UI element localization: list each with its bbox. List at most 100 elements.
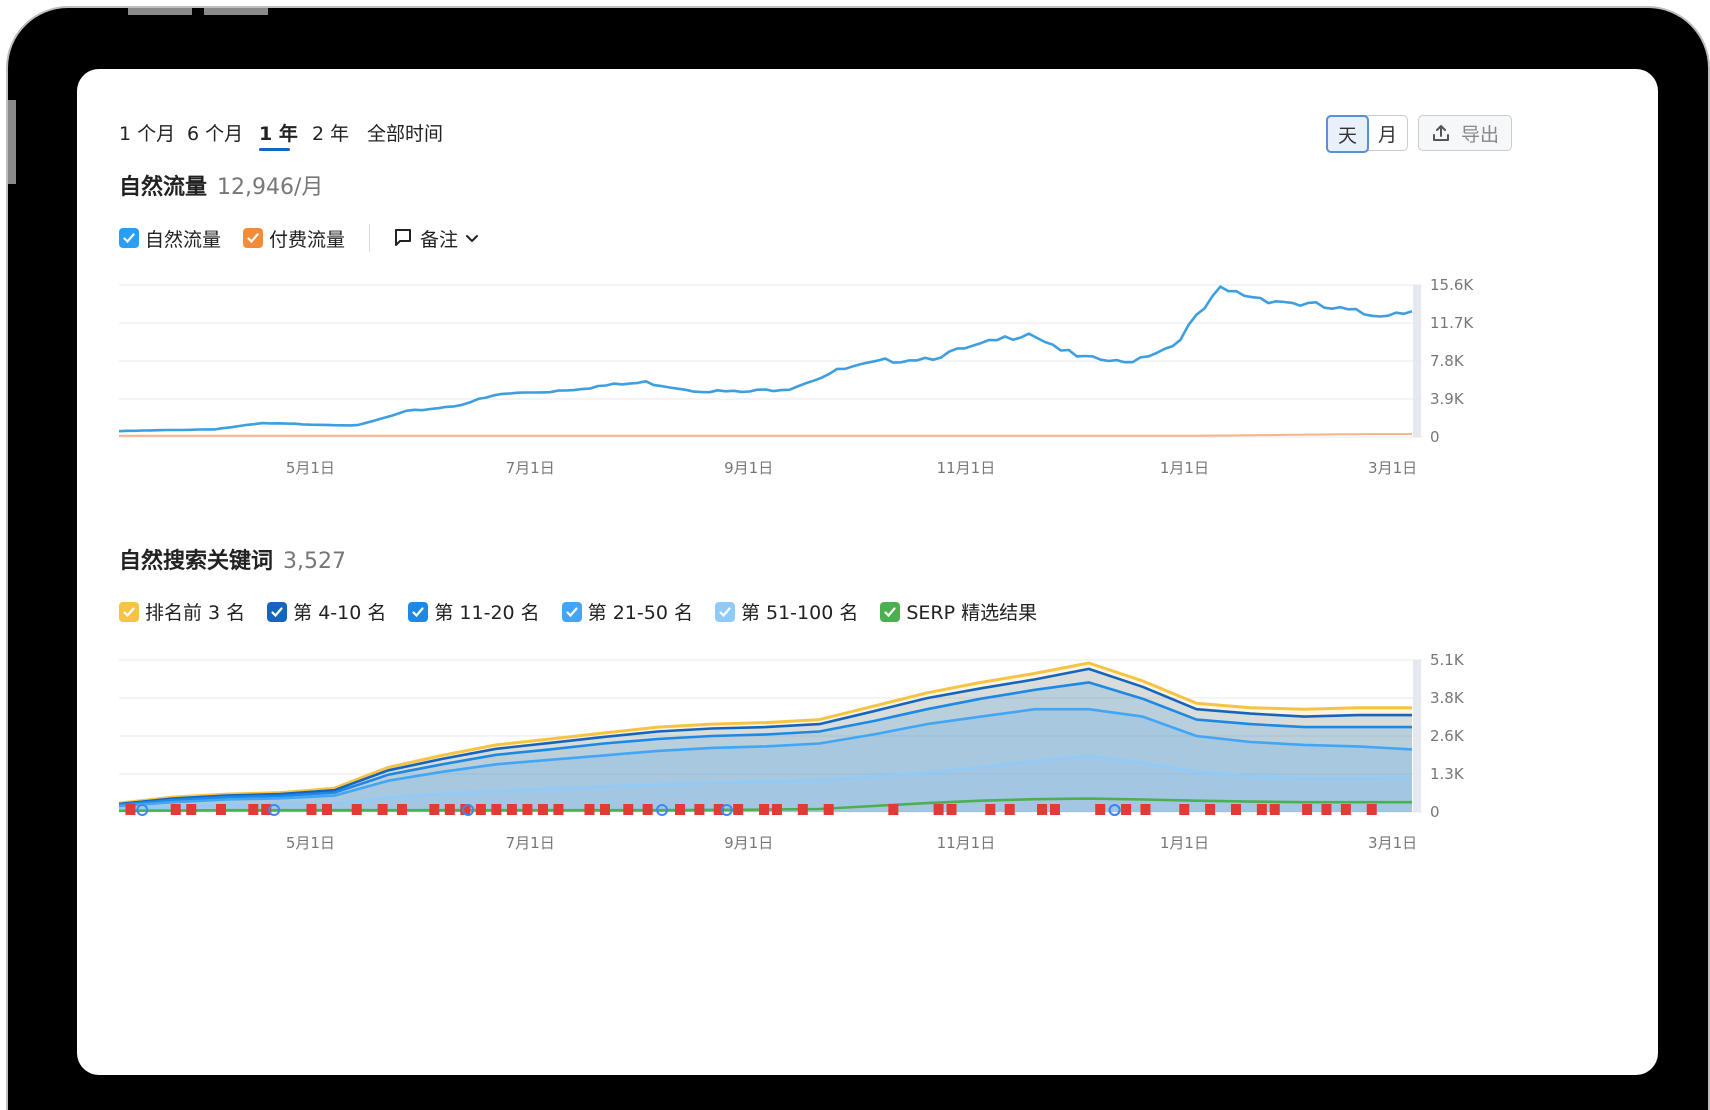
event-flag-icon[interactable] — [733, 804, 744, 815]
keywords-chart: 0 1.3K 2.6K 3.8K 5.1K 5月1日 7月1日 9月1日 11月1日 1月1日 3月… — [118, 651, 1465, 852]
series-area — [119, 709, 1412, 812]
month-button[interactable]: 月 — [1377, 123, 1397, 146]
legend-divider — [369, 224, 371, 252]
series-line — [118, 667, 1412, 806]
series-area — [119, 663, 1412, 812]
event-flag-icon[interactable] — [933, 804, 944, 815]
event-flag-icon[interactable] — [1121, 804, 1132, 815]
tab-1-year[interactable]: 1 年 — [259, 123, 298, 145]
event-flag-icon[interactable] — [797, 804, 808, 815]
google-update-icon[interactable] — [1108, 804, 1121, 816]
x-tick-label: 5月1日 — [286, 834, 335, 852]
checkbox-checked-icon[interactable] — [243, 228, 264, 248]
event-flag-icon[interactable] — [1256, 804, 1267, 815]
event-flag-icon[interactable] — [694, 804, 705, 815]
checkbox-checked-icon[interactable] — [880, 601, 901, 622]
event-flag-icon[interactable] — [396, 804, 407, 815]
traffic-chart: 0 3.9K 7.8K 11.7K 15.6K 5月1日 7月1日 9月1日 11月1日 1月1日… — [118, 276, 1474, 477]
event-flag-icon[interactable] — [1140, 804, 1151, 815]
event-flag-icon[interactable] — [623, 804, 634, 815]
event-flag-icon[interactable] — [642, 804, 653, 815]
event-flag-icon[interactable] — [460, 804, 471, 815]
event-flag-icon[interactable] — [823, 804, 834, 815]
event-flag-icon[interactable] — [674, 804, 685, 815]
event-flag-icon[interactable] — [170, 804, 181, 815]
event-flag-icon[interactable] — [261, 804, 272, 815]
event-flag-icon[interactable] — [759, 804, 770, 815]
event-flag-icon[interactable] — [1321, 804, 1332, 815]
event-flag-icon[interactable] — [125, 804, 136, 815]
event-flag-icon[interactable] — [506, 804, 517, 815]
google-update-icon[interactable] — [268, 804, 281, 816]
tab-1-month[interactable]: 1 个月 — [119, 123, 176, 145]
tab-6-months[interactable]: 6 个月 — [187, 123, 244, 145]
event-flag-icon[interactable] — [1302, 804, 1313, 815]
event-flag-icon[interactable] — [322, 804, 333, 815]
legend-paid-traffic[interactable]: 付费流量 — [243, 225, 345, 252]
event-flag-icon[interactable] — [1049, 804, 1060, 815]
checkbox-checked-icon[interactable] — [119, 228, 139, 248]
event-flag-icon[interactable] — [306, 804, 317, 815]
google-update-icon[interactable] — [656, 804, 669, 816]
tab-all-time[interactable]: 全部时间 — [367, 123, 444, 145]
event-flag-icon[interactable] — [522, 804, 533, 815]
google-update-icon[interactable] — [720, 804, 733, 816]
event-flag-icon[interactable] — [599, 804, 610, 815]
legend-keywords-item[interactable]: 第 4-10 名 — [267, 598, 386, 625]
event-flag-icon[interactable] — [351, 804, 362, 815]
event-flag-icon[interactable] — [1205, 804, 1216, 815]
checkbox-checked-icon[interactable] — [119, 601, 139, 622]
traffic-legend: 自然流量 付费流量 备注 — [119, 224, 480, 252]
event-flag-icon[interactable] — [771, 804, 782, 815]
event-flag-icon[interactable] — [1340, 804, 1351, 815]
event-flag-icon[interactable] — [475, 804, 486, 815]
checkbox-checked-icon[interactable] — [267, 601, 288, 622]
tab-2-years[interactable]: 2 年 — [312, 123, 350, 145]
google-update-icon[interactable] — [136, 804, 149, 816]
event-flag-icon[interactable] — [1366, 804, 1377, 815]
event-flag-icon[interactable] — [215, 804, 226, 815]
x-tick-label: 9月1日 — [724, 834, 773, 852]
event-flag-icon[interactable] — [553, 804, 564, 815]
event-flag-icon[interactable] — [1095, 804, 1106, 815]
legend-keywords-item[interactable]: SERP 精选结果 — [880, 598, 1037, 625]
series-line — [118, 661, 1412, 805]
y-tick-label: 3.8K — [1430, 689, 1465, 707]
y-tick-label: 0 — [1430, 428, 1440, 446]
event-flag-icon[interactable] — [713, 804, 724, 815]
event-flag-icon[interactable] — [1179, 804, 1190, 815]
note-flag-icon — [395, 229, 412, 246]
event-flag-icon[interactable] — [377, 804, 388, 815]
event-flag-icon[interactable] — [491, 804, 502, 815]
notes-dropdown[interactable]: 备注 — [392, 225, 480, 252]
event-flag-icon[interactable] — [888, 804, 899, 815]
checkbox-checked-icon[interactable] — [408, 601, 429, 622]
event-flag-icon[interactable] — [444, 804, 455, 815]
event-flag-icon[interactable] — [584, 804, 595, 815]
checkbox-checked-icon[interactable] — [561, 601, 582, 622]
day-button[interactable]: 天 — [1326, 115, 1369, 153]
legend-organic-traffic[interactable]: 自然流量 — [119, 225, 221, 252]
event-flag-icon[interactable] — [186, 804, 197, 815]
keywords-title-text: 自然搜索关键词 — [119, 549, 274, 574]
legend-keywords-item[interactable]: 排名前 3 名 — [119, 598, 245, 625]
legend-label: 付费流量 — [269, 228, 346, 251]
event-flag-icon[interactable] — [1037, 804, 1048, 815]
event-flag-icon[interactable] — [429, 804, 440, 815]
x-tick-label: 9月1日 — [724, 459, 773, 477]
event-flag-icon[interactable] — [1230, 804, 1241, 815]
legend-keywords-item[interactable]: 第 11-20 名 — [408, 598, 540, 625]
event-flag-icon[interactable] — [946, 804, 957, 815]
legend-keywords-item[interactable]: 第 51-100 名 — [714, 598, 858, 625]
event-flag-icon[interactable] — [537, 804, 548, 815]
event-flag-icon[interactable] — [248, 804, 259, 815]
event-flag-icon[interactable] — [1269, 804, 1280, 815]
checkbox-checked-icon[interactable] — [714, 601, 735, 622]
legend-label: SERP 精选结果 — [906, 602, 1038, 624]
event-flag-icon[interactable] — [1004, 804, 1015, 815]
frame-tab — [204, 8, 268, 15]
google-update-icon[interactable] — [462, 804, 475, 816]
export-button[interactable]: 导出 — [1418, 115, 1513, 151]
legend-keywords-item[interactable]: 第 21-50 名 — [561, 598, 693, 625]
event-flag-icon[interactable] — [985, 804, 996, 815]
